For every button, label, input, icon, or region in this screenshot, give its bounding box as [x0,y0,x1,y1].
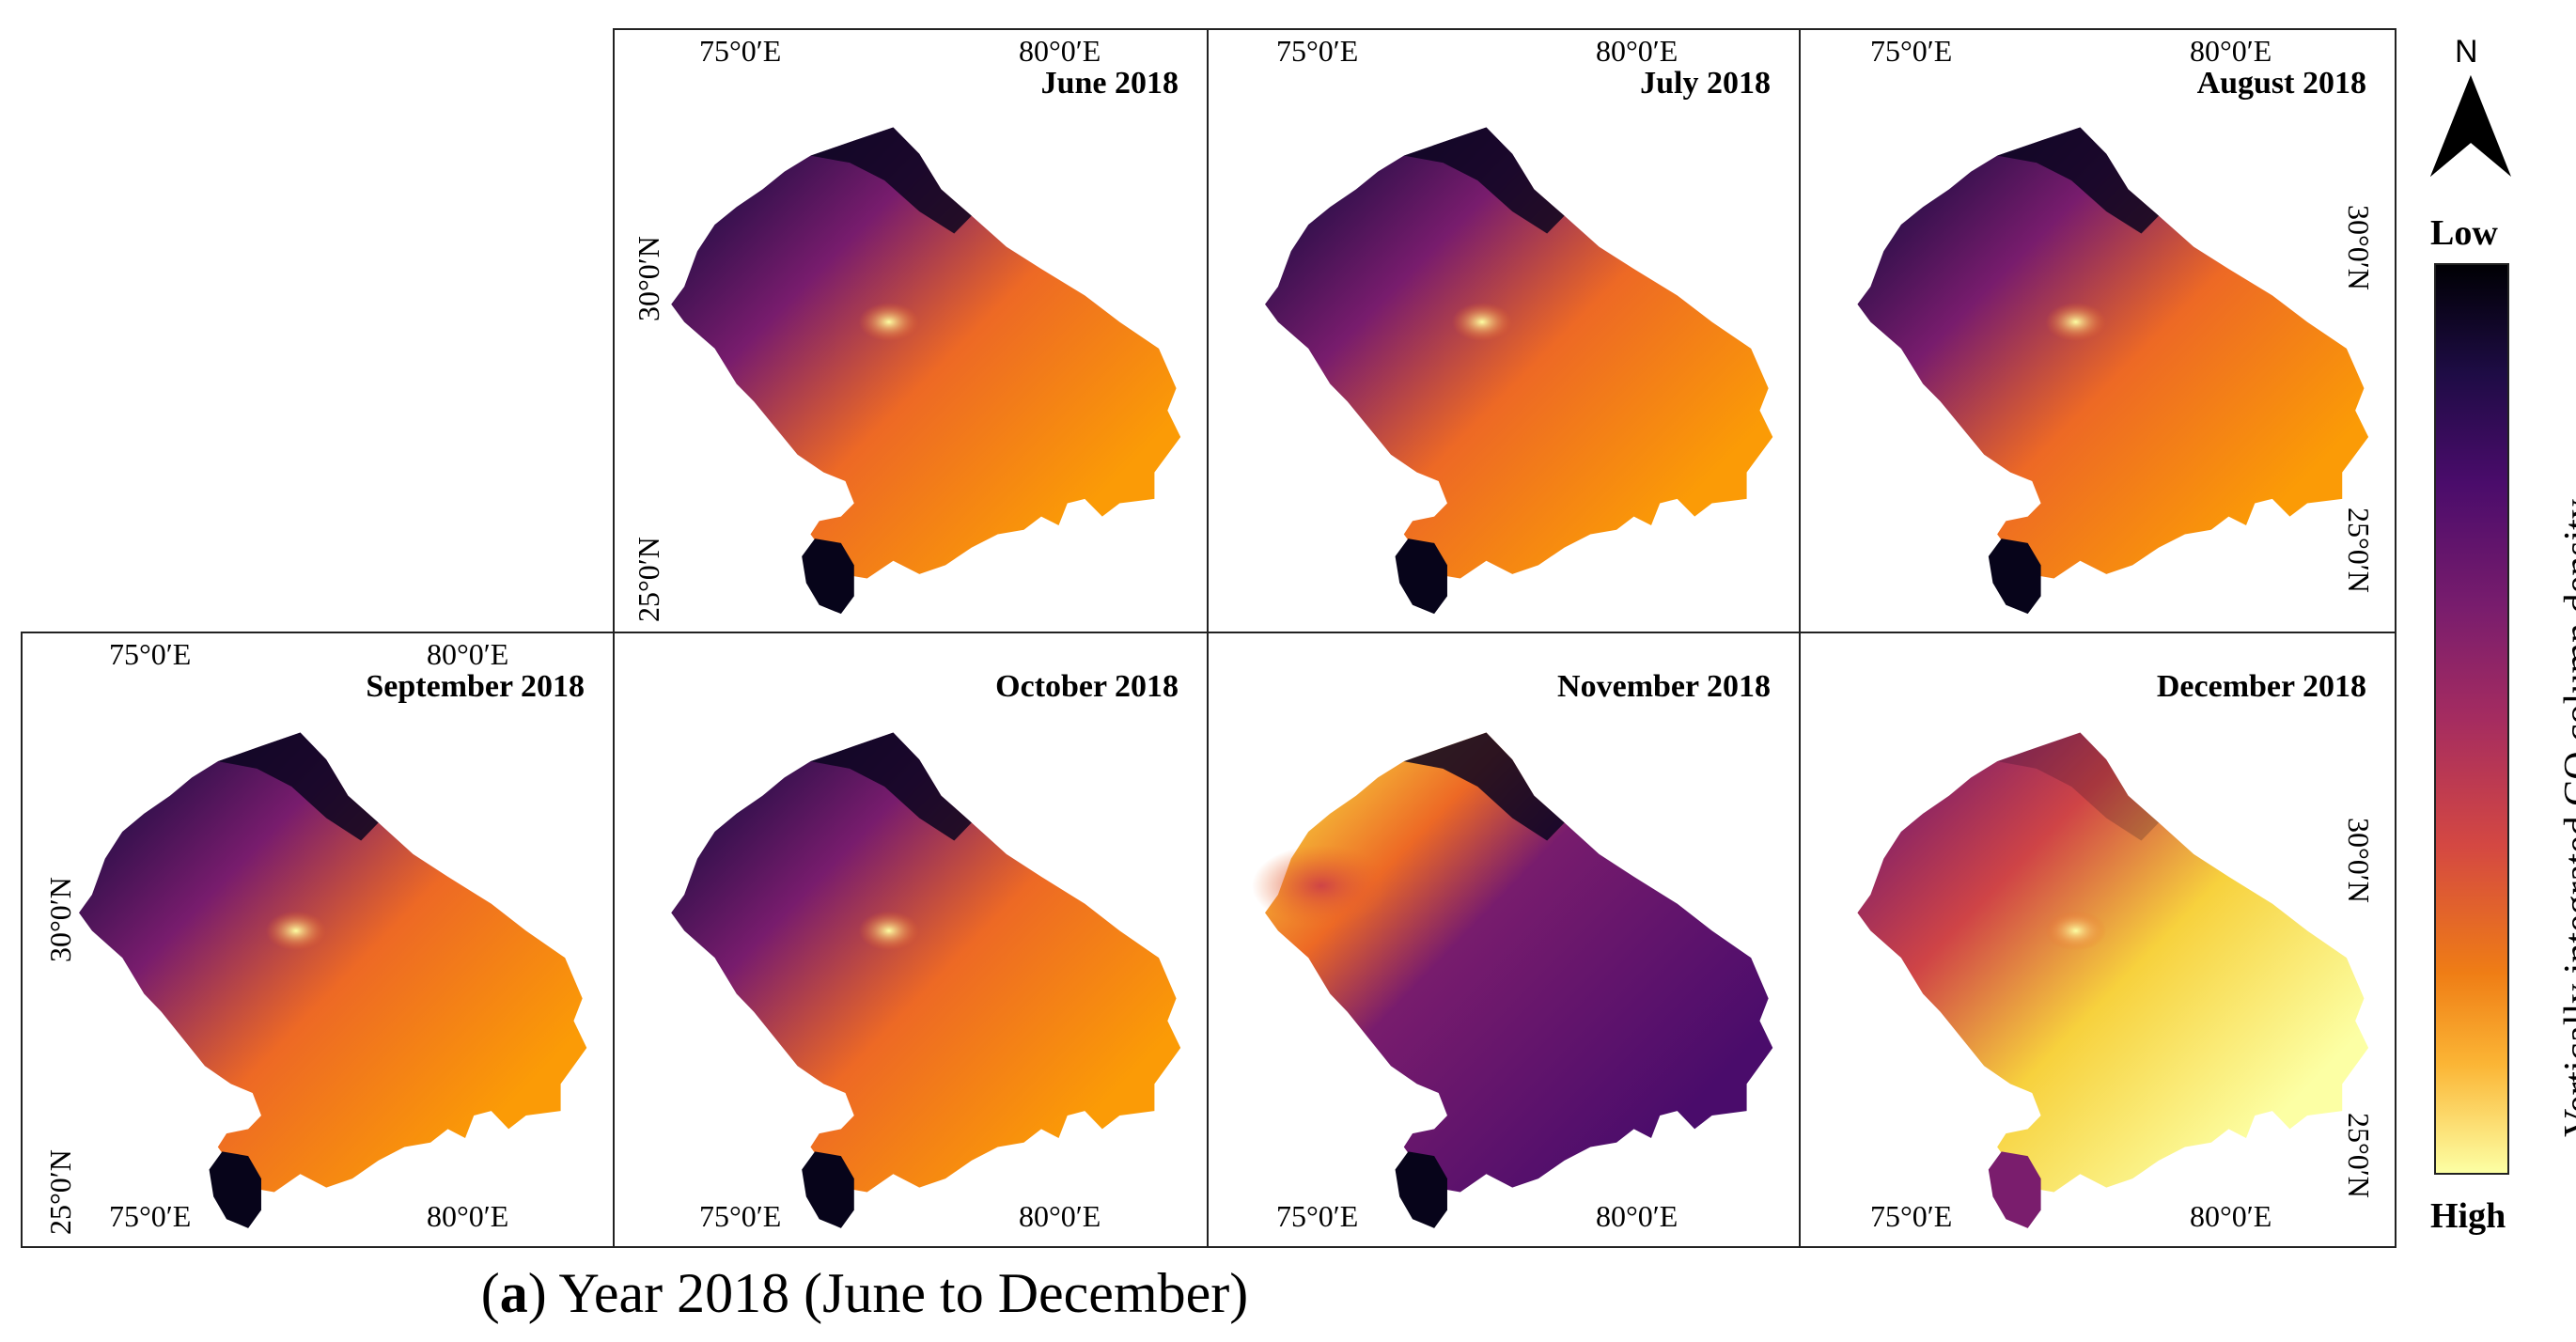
caption-text: ) Year 2018 (June to December) [527,1262,1249,1324]
map-panel-december-2018: December 2018 75°0′E 80°0′E 30°0′N 25°0′… [1799,632,2396,1248]
lon-label-80e-bottom: 80°0′E [1596,1199,1678,1233]
figure-caption: (a) Year 2018 (June to December) [0,1261,1729,1326]
lon-label-80e: 80°0′E [427,637,509,671]
lat-label-25n: 25°0′N [2342,1113,2376,1198]
low-density-strip [1403,732,1565,841]
southern-enclave [1988,538,2041,615]
lat-label-30n: 30°0′N [43,877,77,962]
southern-enclave [1395,1151,1447,1228]
lat-label-25n: 25°0′N [632,537,665,622]
region-shape [1265,127,1773,579]
high-density-hotspot [2045,911,2107,951]
southern-enclave [802,538,854,615]
map-panel-october-2018: October 2018 75°0′E 80°0′E [613,632,1209,1248]
lon-label-75e: 75°0′E [109,637,192,671]
panel-title: August 2018 [2196,66,2366,101]
high-density-hotspot [858,911,920,951]
region-map [671,127,1181,615]
region-map [79,732,587,1228]
lon-label-75e: 75°0′E [1870,34,1953,68]
legend-title: Vertically integrated CO column density [2557,499,2576,1137]
region-map [671,732,1181,1228]
legend-low-label: Low [2430,213,2498,253]
caption-open: ( [480,1262,500,1324]
lat-label-25n: 25°0′N [2342,507,2376,593]
region-map [1857,127,2369,615]
low-density-strip [810,732,972,841]
map-panel-june-2018: June 2018 75°0′E 80°0′E 30°0′N 25°0′N [613,28,1209,633]
southern-enclave [1988,1151,2041,1228]
panel-title: June 2018 [1040,66,1179,101]
southern-enclave [1395,538,1447,615]
lon-label-80e: 80°0′E [2190,34,2272,68]
map-panel-september-2018: September 2018 75°0′E 80°0′E 75°0′E 80°0… [21,632,615,1248]
lon-label-80e-bottom: 80°0′E [427,1199,509,1233]
lon-label-75e: 75°0′E [699,34,782,68]
lon-label-80e-bottom: 80°0′E [2190,1199,2272,1233]
low-density-strip [1403,127,1565,234]
high-density-hotspot [2045,302,2107,342]
high-density-hotspot [1252,845,1391,927]
map-panel-july-2018: July 2018 75°0′E 80°0′E [1207,28,1801,633]
lon-label-75e-bottom: 75°0′E [1870,1199,1953,1233]
panel-title: December 2018 [2156,669,2366,704]
caption-letter: a [499,1262,528,1324]
low-density-strip [1997,127,2160,234]
high-density-hotspot [265,911,327,951]
region-shape [1857,127,2369,579]
lon-label-75e: 75°0′E [1276,34,1359,68]
low-density-strip [810,127,972,234]
panel-title: July 2018 [1640,66,1771,101]
legend-high-label: High [2430,1196,2506,1236]
lon-label-75e-bottom: 75°0′E [699,1199,782,1233]
region-map [1252,732,1773,1228]
colorbar [2434,263,2509,1175]
map-panel-august-2018: August 2018 75°0′E 80°0′E 30°0′N 25°0′N [1799,28,2396,633]
region-map [1857,732,2369,1228]
north-arrow-icon [2430,75,2511,177]
lat-label-25n: 25°0′N [43,1149,77,1235]
high-density-hotspot [858,302,920,342]
lon-label-75e-bottom: 75°0′E [109,1199,192,1233]
southern-enclave [209,1151,261,1228]
southern-enclave [802,1151,854,1228]
lon-label-80e: 80°0′E [1596,34,1678,68]
region-shape [671,127,1181,579]
panel-title: October 2018 [995,669,1179,704]
lon-label-75e-bottom: 75°0′E [1276,1199,1359,1233]
low-density-strip [1997,732,2160,841]
lon-label-80e: 80°0′E [1019,34,1101,68]
lat-label-30n: 30°0′N [632,236,665,321]
high-density-hotspot [1451,302,1513,342]
region-shape [1265,732,1773,1193]
lat-label-30n: 30°0′N [2342,818,2376,903]
north-arrow-label: N [2455,34,2478,70]
lat-label-30n: 30°0′N [2342,205,2376,290]
region-shape [671,732,1181,1193]
panel-title: September 2018 [366,669,585,704]
region-shape [79,732,587,1193]
region-map [1265,127,1773,615]
low-density-strip [217,732,379,841]
lon-label-80e-bottom: 80°0′E [1019,1199,1101,1233]
map-panel-november-2018: November 2018 75°0′E 80°0′E [1207,632,1801,1248]
region-shape [1857,732,2369,1193]
panel-title: November 2018 [1557,669,1771,704]
